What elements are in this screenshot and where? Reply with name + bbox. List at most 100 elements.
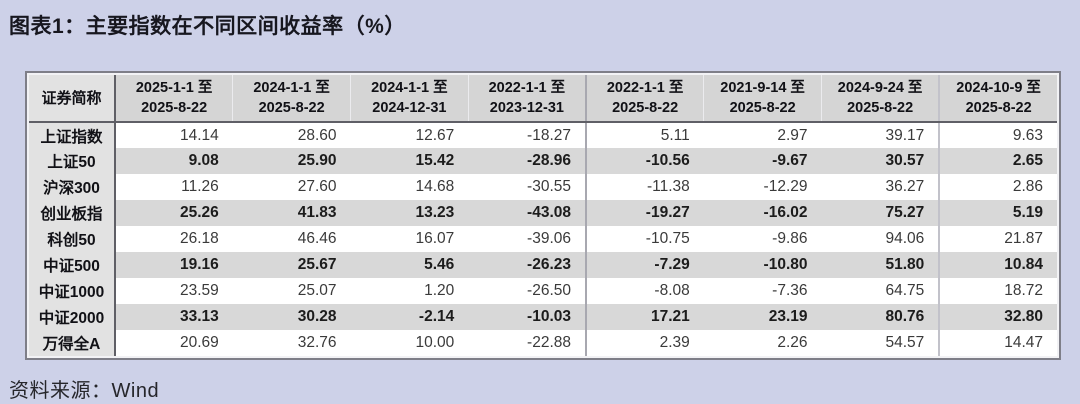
return-value: 51.80 [885,256,925,273]
return-value: 14.47 [938,330,1057,356]
figure-title: 图表1：主要指数在不同区间收益率（%） [9,15,406,38]
period-header: 2024-1-1 至 2025-8-22 [232,75,351,123]
index-name: 创业板指 [29,200,116,226]
return-value: 64.75 [885,282,925,299]
return-value: 9.08 [188,152,219,169]
return-value: -18.27 [527,126,571,144]
return-value: -43.08 [527,204,571,221]
return-value: 14.68 [415,178,455,195]
return-value: 25.26 [179,204,219,221]
return-value: 23.19 [768,308,808,325]
return-value: 12.67 [415,126,455,144]
table-row: 中证2000 33.13 30.28 -2.14 -10.03 17.21 23.19 80.… [29,304,1057,330]
return-value: 17.21 [585,304,704,330]
return-value: -7.36 [772,282,808,299]
return-value: 26.18 [179,230,219,247]
return-value: -28.96 [527,152,571,169]
return-value: 23.59 [179,282,219,299]
period-header: 2021-9-14 至 2025-8-22 [703,75,822,123]
return-value: 41.83 [297,204,337,221]
return-value: 30.57 [885,152,925,169]
return-value: 80.76 [885,308,925,325]
return-value: -9.86 [772,230,808,247]
period-header: 2024-1-1 至 2024-12-31 [350,75,469,123]
return-value: -26.50 [527,282,571,299]
return-value: 20.69 [179,334,219,351]
return-value: 2.26 [777,334,808,351]
table-row: 沪深300 11.26 27.60 14.68 -30.55 -11.38 -12.29 36… [29,174,1057,200]
return-value: 54.57 [885,334,925,351]
returns-table: 证券简称 2025-1-1 至 2025-8-22 2024-1-1 至 2025… [29,75,1057,356]
period-header: 2025-1-1 至 2025-8-22 [114,75,233,123]
period-header: 2022-1-1 至 2023-12-31 [467,75,586,123]
return-value: 19.16 [179,256,219,273]
corner-header: 证券简称 [29,75,116,123]
return-value: 2.97 [777,126,808,144]
return-value: 5.19 [938,200,1057,226]
index-name: 中证1000 [29,278,116,304]
return-value: -30.55 [527,178,571,195]
return-value: -16.02 [763,204,808,221]
return-value: 2.86 [938,174,1057,200]
return-value: 39.17 [885,126,925,144]
table-row: 上证50 9.08 25.90 15.42 -28.96 -10.56 -9.67 30.57… [29,148,1057,174]
return-value: -8.08 [585,278,704,304]
return-value: 30.28 [297,308,337,325]
index-name: 中证500 [29,252,116,278]
return-value: 32.80 [938,304,1057,330]
period-header: 2022-1-1 至 2025-8-22 [585,75,704,123]
index-name: 沪深300 [29,174,116,200]
return-value: 46.46 [297,230,337,247]
table-row: 万得全A 20.69 32.76 10.00 -22.88 2.39 2.26 54.57 14… [29,330,1057,356]
return-value: 32.76 [297,334,337,351]
return-value: 1.20 [424,282,455,299]
table-row: 创业板指 25.26 41.83 13.23 -43.08 -19.27 -16.02 75.… [29,200,1057,226]
index-name: 中证2000 [29,304,116,330]
return-value: -22.88 [527,334,571,351]
return-value: 15.42 [415,152,455,169]
table-row: 上证指数 14.14 28.60 12.67 -18.27 5.11 2.97 39.17 9.… [29,122,1057,148]
returns-table-frame: 证券简称 2025-1-1 至 2025-8-22 2024-1-1 至 2025… [25,71,1061,360]
return-value: 75.27 [885,204,925,221]
return-value: -11.38 [585,174,704,200]
return-value: 25.07 [297,282,337,299]
return-value: 5.46 [424,256,455,273]
return-value: 11.26 [181,178,219,195]
table-row: 科创50 26.18 46.46 16.07 -39.06 -10.75 -9.86 94.0… [29,226,1057,252]
return-value: -39.06 [527,230,571,247]
return-value: 14.14 [179,126,219,144]
return-value: -7.29 [585,252,704,278]
table-row: 中证500 19.16 25.67 5.46 -26.23 -7.29 -10.80 51.8… [29,252,1057,278]
return-value: 21.87 [938,226,1057,252]
return-value: 36.27 [885,178,925,195]
return-value: 18.72 [938,278,1057,304]
return-value: 9.63 [938,122,1057,148]
return-value: 2.39 [585,330,704,356]
return-value: 16.07 [415,230,455,247]
return-value: -10.56 [585,148,704,174]
index-name: 上证指数 [29,122,116,148]
return-value: 94.06 [885,230,925,247]
index-name: 万得全A [29,330,116,356]
return-value: 25.90 [297,152,337,169]
return-value: 13.23 [415,204,455,221]
return-value: -9.67 [772,152,808,169]
return-value: -10.75 [585,226,704,252]
return-value: -26.23 [527,256,571,273]
period-header: 2024-10-9 至 2025-8-22 [938,75,1057,123]
return-value: 25.67 [297,256,337,273]
return-value: -10.80 [763,256,808,273]
return-value: 33.13 [179,308,219,325]
return-value: 10.84 [938,252,1057,278]
return-value: -2.14 [418,308,455,325]
return-value: -12.29 [763,178,808,195]
period-header: 2024-9-24 至 2025-8-22 [821,75,940,123]
return-value: -10.03 [527,308,571,325]
return-value: -19.27 [585,200,704,226]
data-source: 资料来源：Wind [9,380,160,402]
table-row: 中证1000 23.59 25.07 1.20 -26.50 -8.08 -7.36 64.7… [29,278,1057,304]
return-value: 28.60 [297,126,337,144]
table-header-row: 证券简称 2025-1-1 至 2025-8-22 2024-1-1 至 2025… [29,75,1057,123]
return-value: 5.11 [585,122,704,148]
return-value: 10.00 [415,334,455,351]
